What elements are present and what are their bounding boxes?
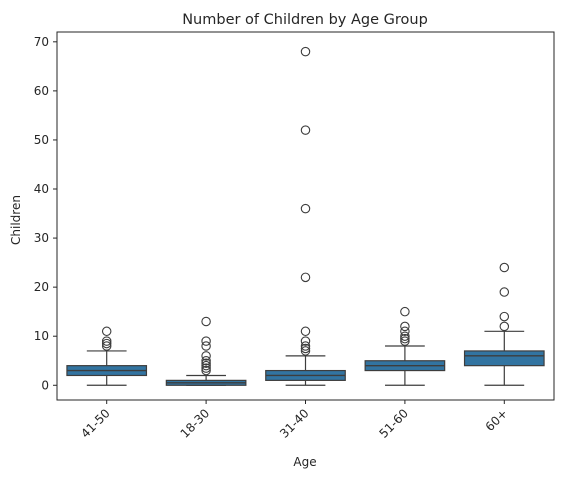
box-group-18-30 bbox=[166, 317, 246, 385]
y-axis-label: Children bbox=[9, 195, 23, 245]
outlier-point bbox=[500, 263, 508, 271]
outlier-point bbox=[301, 273, 309, 281]
outlier-point bbox=[301, 126, 309, 134]
x-tick-label: 51-60 bbox=[376, 406, 411, 441]
outlier-point bbox=[202, 337, 210, 345]
box-group-41-50 bbox=[67, 327, 147, 385]
box-iqr bbox=[465, 351, 545, 366]
box-group-60+ bbox=[465, 263, 545, 385]
chart-title: Number of Children by Age Group bbox=[182, 12, 428, 28]
y-tick-label: 50 bbox=[34, 133, 49, 147]
outlier-point bbox=[500, 312, 508, 320]
outlier-point bbox=[500, 322, 508, 330]
outlier-point bbox=[500, 288, 508, 296]
box-group-31-40 bbox=[266, 47, 346, 385]
x-tick-label: 41-50 bbox=[78, 406, 113, 441]
x-axis: 41-50 18-30 31-40 51-60 60+ bbox=[78, 400, 510, 441]
y-tick-label: 60 bbox=[34, 84, 49, 98]
box-group-51-60 bbox=[365, 307, 445, 385]
outlier-point bbox=[401, 322, 409, 330]
plot-area bbox=[57, 32, 554, 400]
y-tick-label: 20 bbox=[34, 280, 49, 294]
x-tick-label: 31-40 bbox=[277, 406, 312, 441]
x-tick-label: 18-30 bbox=[178, 406, 213, 441]
y-axis: 0 10 20 30 40 50 60 70 bbox=[34, 35, 57, 392]
outlier-point bbox=[202, 342, 210, 350]
x-axis-label: Age bbox=[293, 455, 316, 469]
outlier-point bbox=[301, 47, 309, 55]
x-tick-label: 60+ bbox=[483, 406, 511, 434]
y-tick-label: 40 bbox=[34, 182, 49, 196]
y-tick-label: 0 bbox=[41, 378, 49, 392]
outlier-point bbox=[301, 327, 309, 335]
outlier-point bbox=[202, 317, 210, 325]
y-tick-label: 70 bbox=[34, 35, 49, 49]
outlier-point bbox=[401, 307, 409, 315]
y-tick-label: 10 bbox=[34, 329, 49, 343]
outlier-point bbox=[103, 327, 111, 335]
y-tick-label: 30 bbox=[34, 231, 49, 245]
outlier-point bbox=[301, 204, 309, 212]
